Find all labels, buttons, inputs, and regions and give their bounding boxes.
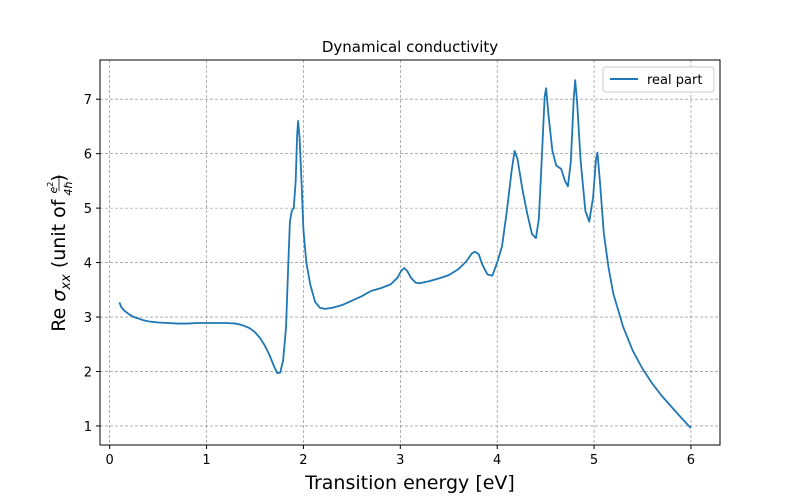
series-line-0 [118,79,692,429]
x-axis-label: Transition energy [eV] [304,472,515,494]
chart-title: Dynamical conductivity [322,38,498,56]
x-tick-label: 4 [493,453,501,468]
x-axis-ticks: 0 1 2 3 4 5 6 [106,445,695,468]
y-axis-label-subscript: xx [59,274,74,291]
x-tick-label: 1 [202,453,210,468]
y-axis-label-sigma: σ [48,289,70,302]
legend-box [602,66,715,93]
x-tick-label: 0 [106,453,114,468]
y-tick-label: 3 [84,311,92,326]
y-tick-label: 1 [84,420,92,435]
y-tick-label: 6 [84,148,92,163]
y-tick-label: 4 [84,257,92,272]
y-axis-label-unit-open: (unit of [48,194,70,275]
plot-frame [99,59,721,446]
y-axis-label-fraction: e2 4ℏ [46,182,75,196]
y-axis-label-numerator-sup: 2 [46,182,55,187]
grid [100,60,720,445]
legend: real part [602,66,715,93]
y-tick-label: 5 [84,202,92,217]
y-tick-label: 7 [84,93,92,108]
y-axis-label: Re σxx (unit of e2 4ℏ) [46,174,75,331]
series-layer [118,79,692,429]
y-axis-ticks: 1 2 3 4 5 6 7 [84,93,100,435]
x-tick-label: 3 [396,453,404,468]
y-axis-label-numerator: e [47,187,60,194]
x-tick-label: 6 [687,453,695,468]
y-axis-label-prefix: Re [48,302,70,332]
legend-label-real-part: real part [647,73,702,88]
x-tick-label: 5 [590,453,598,468]
x-tick-label: 2 [299,453,307,468]
y-tick-label: 2 [84,365,92,380]
y-axis-label-denominator: 4ℏ [62,182,75,196]
